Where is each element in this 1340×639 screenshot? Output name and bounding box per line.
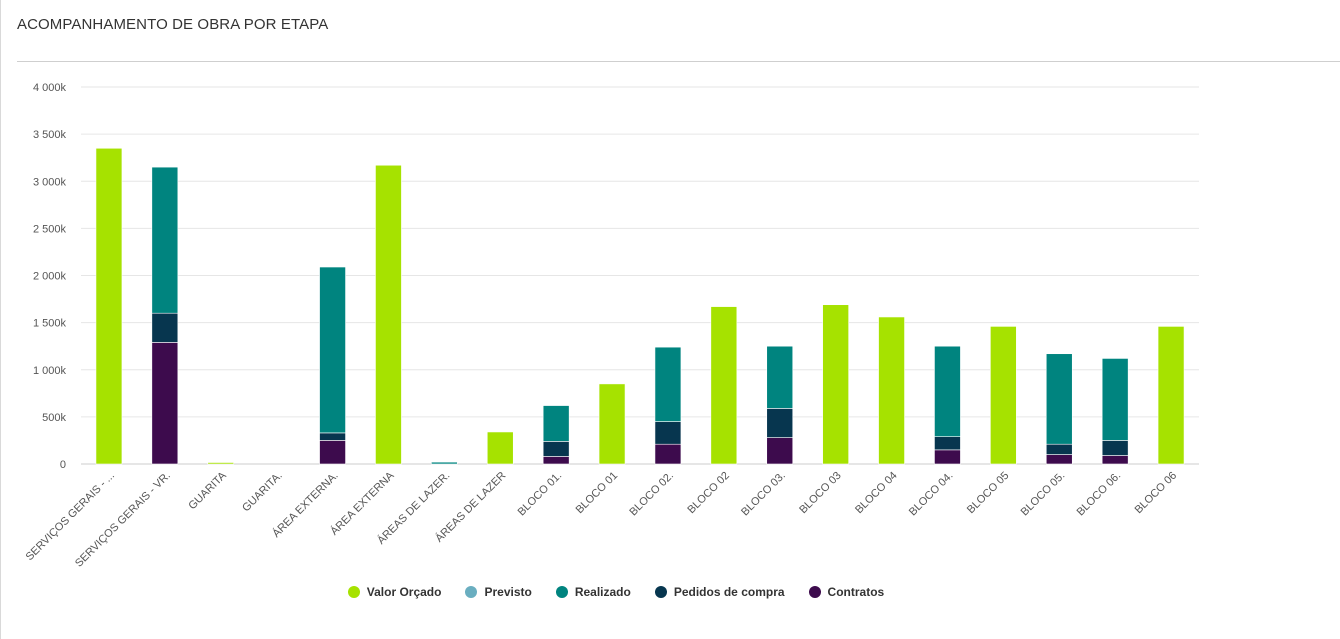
y-tick-label: 0 bbox=[60, 459, 66, 471]
legend-label: Pedidos de compra bbox=[673, 585, 785, 599]
legend-dot-icon bbox=[465, 586, 478, 598]
y-tick-label: 2 500k bbox=[33, 223, 67, 235]
y-tick-label: 3 000k bbox=[33, 176, 67, 188]
legend-item-pedidos[interactable]: Pedidos de compra bbox=[654, 585, 785, 599]
bar-realizado bbox=[1101, 358, 1129, 441]
bar-pedidos bbox=[1101, 440, 1129, 456]
bar-contratos bbox=[766, 437, 794, 465]
bar-valor_orcado bbox=[375, 164, 402, 465]
bar-pedidos bbox=[151, 312, 179, 343]
bar-pedidos bbox=[1045, 443, 1073, 455]
bar-valor_orcado bbox=[598, 383, 626, 465]
x-tick-label: GUARITA. bbox=[240, 470, 285, 515]
y-tick-label: 4 000k bbox=[33, 82, 67, 94]
x-tick-label: BLOCO 05. bbox=[1019, 470, 1068, 519]
x-tick-label: SERVIÇOS GERAIS - ... bbox=[24, 470, 117, 563]
legend-dot-icon bbox=[347, 586, 360, 598]
bar-realizado bbox=[766, 345, 794, 409]
bar-pedidos bbox=[654, 421, 682, 445]
y-tick-label: 3 500k bbox=[33, 129, 67, 141]
bar-contratos bbox=[934, 449, 961, 465]
legend-item-contratos[interactable]: Contratos bbox=[808, 585, 885, 599]
legend-dot-icon bbox=[555, 586, 568, 598]
x-tick-label: BLOCO 06 bbox=[1133, 470, 1180, 517]
y-tick-label: 2 000k bbox=[33, 271, 67, 283]
bar-valor_orcado bbox=[486, 431, 514, 465]
legend-item-valor_orcado[interactable]: Valor Orçado bbox=[347, 585, 442, 599]
legend-label: Valor Orçado bbox=[366, 585, 442, 599]
y-tick-label: 1 000k bbox=[33, 365, 67, 377]
stacked-bar-chart: 0 500k 1 000k 1 500k 2 000k 2 500k 3 000k 3 500… bbox=[24, 82, 1199, 570]
x-tick-label: BLOCO 04. bbox=[907, 470, 956, 519]
legend-dot-icon bbox=[808, 586, 821, 598]
bar-realizado bbox=[934, 345, 961, 437]
bar-realizado bbox=[431, 461, 458, 465]
bar-contratos bbox=[654, 443, 682, 465]
bar-pedidos bbox=[319, 432, 346, 441]
bar-contratos bbox=[1101, 455, 1129, 465]
bar-valor_orcado bbox=[822, 304, 849, 465]
bar-pedidos bbox=[542, 441, 570, 457]
x-tick-label: BLOCO 03. bbox=[739, 470, 788, 519]
y-tick-label: 1 500k bbox=[33, 318, 67, 330]
legend-item-realizado[interactable]: Realizado bbox=[555, 585, 631, 599]
y-tick-label: 500k bbox=[42, 412, 66, 424]
x-tick-label: BLOCO 01 bbox=[574, 470, 621, 517]
x-tick-label: BLOCO 05 bbox=[965, 470, 1012, 517]
x-tick-label: BLOCO 03 bbox=[797, 470, 844, 517]
bar-valor_orcado bbox=[207, 462, 235, 465]
bar-valor_orcado bbox=[95, 147, 123, 465]
x-tick-label: BLOCO 06. bbox=[1075, 470, 1124, 519]
bar-contratos bbox=[1045, 454, 1073, 465]
bar-pedidos bbox=[766, 408, 794, 438]
bar-valor_orcado bbox=[878, 316, 905, 465]
bar-contratos bbox=[542, 456, 570, 465]
bar-contratos bbox=[151, 342, 179, 465]
page-title: ACOMPANHAMENTO DE OBRA POR ETAPA bbox=[17, 16, 329, 33]
bar-realizado bbox=[151, 166, 179, 314]
x-tick-label: BLOCO 02 bbox=[685, 470, 732, 517]
x-tick-label: BLOCO 04 bbox=[853, 470, 900, 517]
legend-label: Realizado bbox=[574, 585, 631, 599]
bar-valor_orcado bbox=[990, 326, 1017, 465]
bar-pedidos bbox=[934, 436, 961, 451]
x-tick-label: GUARITA bbox=[186, 469, 229, 512]
bar-realizado bbox=[1045, 353, 1073, 445]
bar-realizado bbox=[542, 405, 570, 442]
bar-contratos bbox=[319, 440, 346, 465]
x-tick-label: BLOCO 01. bbox=[516, 470, 565, 519]
bar-realizado bbox=[319, 266, 346, 434]
title-divider bbox=[17, 61, 1340, 62]
x-tick-label: SERVIÇOS GERAIS - VR. bbox=[73, 470, 173, 570]
legend-dot-icon bbox=[654, 586, 667, 598]
chart-legend: Valor Orçado Previsto Realizado Pedidos de … bbox=[1, 585, 1231, 599]
legend-item-previsto[interactable]: Previsto bbox=[465, 585, 532, 599]
bar-realizado bbox=[654, 346, 682, 422]
bar-valor_orcado bbox=[710, 306, 738, 465]
legend-label: Previsto bbox=[484, 585, 532, 599]
x-tick-label: BLOCO 02. bbox=[627, 470, 676, 519]
bar-valor_orcado bbox=[1157, 326, 1185, 465]
legend-label: Contratos bbox=[827, 585, 885, 599]
